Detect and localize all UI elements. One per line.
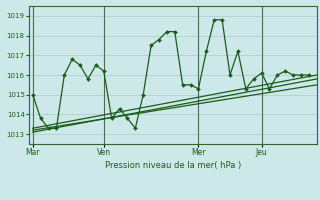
X-axis label: Pression niveau de la mer( hPa ): Pression niveau de la mer( hPa ) bbox=[105, 161, 241, 170]
